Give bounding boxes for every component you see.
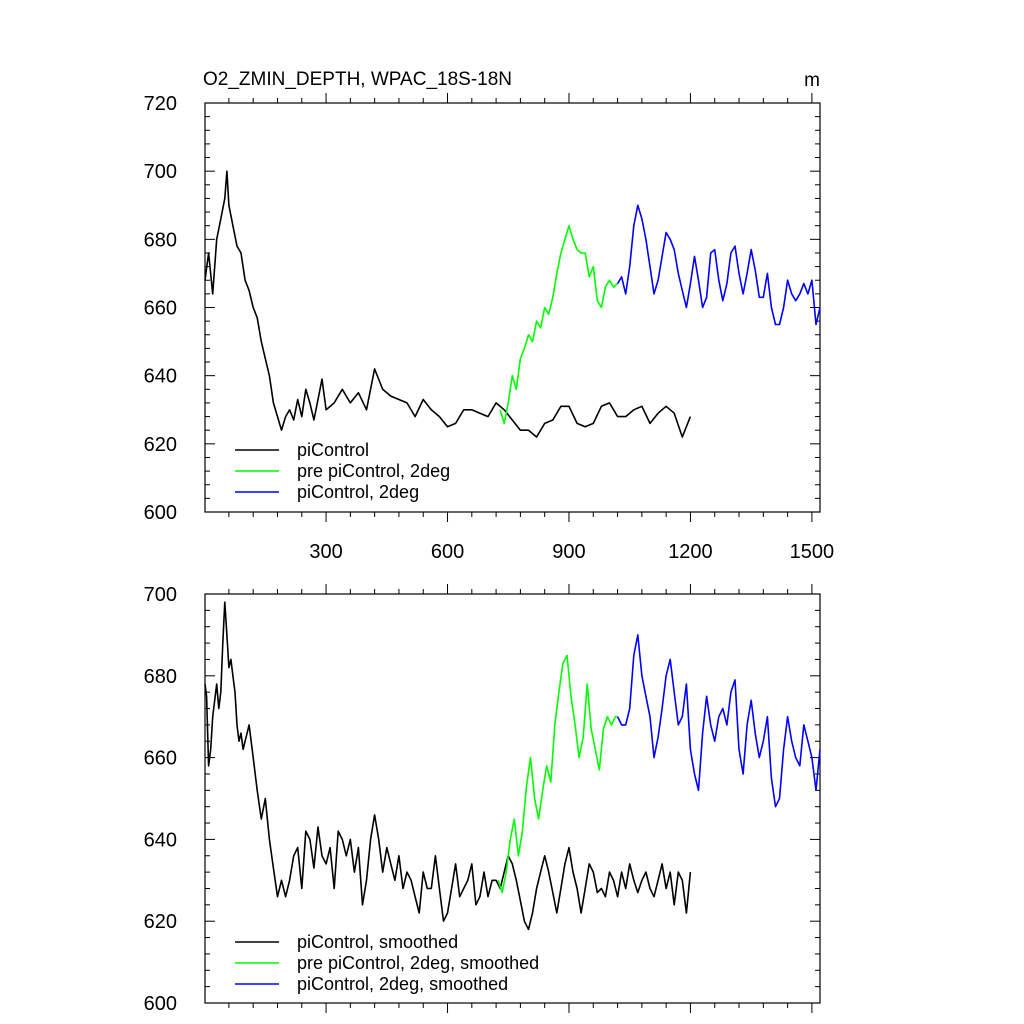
plot-area-bottom: 600 620 640 660 680 700 piControl, smoothedpre… bbox=[144, 584, 821, 1015]
legend-label: piControl, 2deg, smoothed bbox=[297, 974, 508, 994]
bottom-panel: 600 620 640 660 680 700 piControl, smoothedpre… bbox=[144, 584, 821, 1015]
chart-title: O2_ZMIN_DEPTH, WPAC_18S-18N bbox=[203, 69, 512, 90]
y-tick-label: 600 bbox=[144, 993, 177, 1015]
legend-label: pre piControl, 2deg bbox=[297, 461, 450, 481]
legend-label: piControl, 2deg bbox=[297, 482, 419, 502]
y-tick-label: 640 bbox=[144, 366, 177, 388]
series-line-2 bbox=[499, 224, 619, 425]
series-line-3 bbox=[616, 634, 821, 808]
y-tick-label: 680 bbox=[144, 666, 177, 688]
y-tick-label: 660 bbox=[144, 298, 177, 320]
x-tick-label: 300 bbox=[309, 541, 342, 563]
y-tick-label: 640 bbox=[144, 829, 177, 851]
x-tick-label: 1500 bbox=[790, 541, 835, 563]
x-tick-label: 1200 bbox=[668, 541, 713, 563]
series-line-1 bbox=[204, 601, 692, 931]
y-tick-label: 700 bbox=[144, 161, 177, 183]
legend-label: piControl, smoothed bbox=[297, 932, 458, 952]
y-tick-label: 660 bbox=[144, 748, 177, 770]
x-tick-label: 600 bbox=[431, 541, 464, 563]
y-tick-label: 700 bbox=[144, 584, 177, 606]
y-tick-label: 600 bbox=[144, 502, 177, 524]
legend-label: pre piControl, 2deg, smoothed bbox=[297, 953, 539, 973]
x-tick-label: 900 bbox=[552, 541, 585, 563]
series-line-3 bbox=[616, 204, 821, 326]
y-tick-label: 620 bbox=[144, 434, 177, 456]
legend-label: piControl bbox=[297, 440, 369, 460]
plot-frame bbox=[204, 593, 821, 1004]
top-panel: O2_ZMIN_DEPTH, WPAC_18S-18N m 6006206406… bbox=[144, 69, 835, 563]
y-tick-label: 720 bbox=[144, 93, 177, 115]
series-line-2 bbox=[497, 654, 618, 894]
y-tick-label: 620 bbox=[144, 911, 177, 933]
plot-area-top: 600 620 640 660 680 700 720 300 600 900 1200 1500 pi… bbox=[144, 93, 835, 563]
units-label: m bbox=[804, 70, 820, 91]
series-line-1 bbox=[204, 170, 692, 438]
y-tick-label: 680 bbox=[144, 229, 177, 251]
